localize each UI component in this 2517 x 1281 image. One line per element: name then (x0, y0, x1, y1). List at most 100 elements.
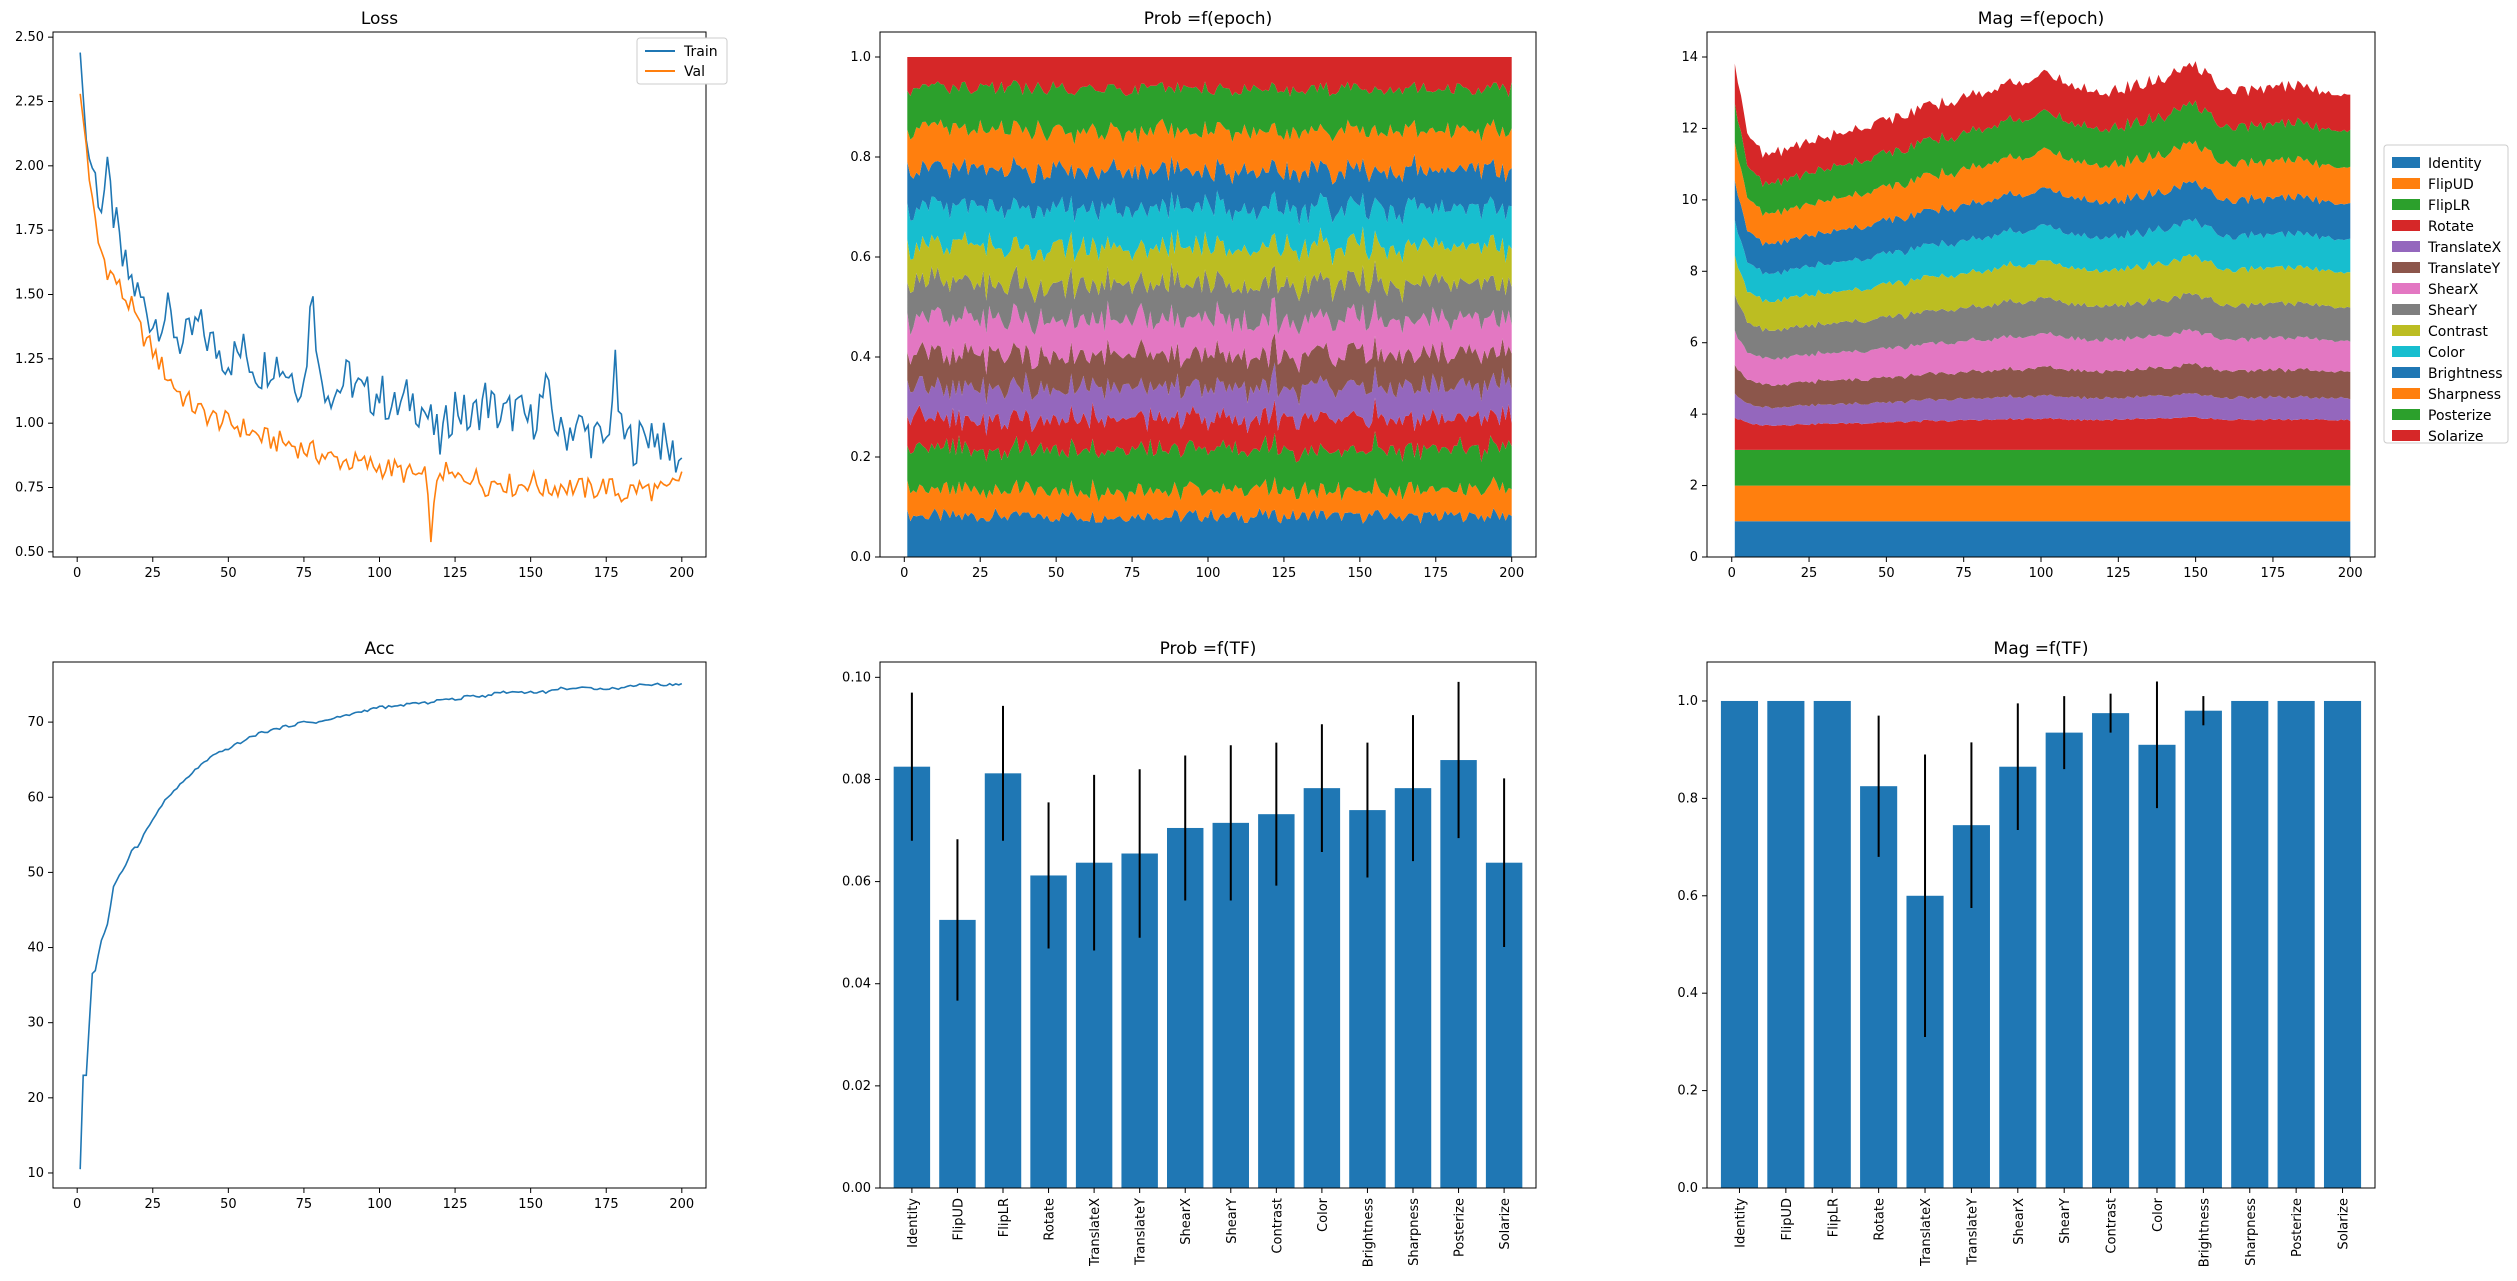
x-tick-label: 150 (2183, 566, 2208, 581)
area-layer-flipud (907, 476, 1512, 524)
x-tick-label: Color (2151, 1197, 2166, 1232)
x-tick-label: TranslateX (1088, 1198, 1103, 1267)
area-layer-sheary (907, 260, 1512, 336)
chart-5: Mag =f(TF) Identity FlipUD FlipLR Rotate Tran… (1677, 639, 2376, 1267)
area-layer-brightness (907, 153, 1512, 225)
transform-legend: Identity FlipUD FlipLR Rotate TranslateX Tran… (2383, 144, 2509, 445)
legend-swatch (2392, 283, 2420, 294)
x-tick-label: 75 (1955, 566, 1972, 581)
x-tick-label: 150 (518, 1197, 543, 1212)
y-tick-label: 8 (1690, 264, 1698, 279)
chart-title: Prob =f(epoch) (1144, 9, 1272, 29)
legend-swatch (2392, 325, 2420, 336)
area-layer-identity (907, 508, 1512, 557)
legend-swatch (2392, 241, 2420, 252)
x-tick-label: Solarize (2337, 1198, 2352, 1250)
x-tick-label: ShearY (1225, 1198, 1240, 1244)
area-layer-translatex (907, 362, 1512, 436)
x-tick-label: 100 (367, 566, 392, 581)
legend-label-translatey: TranslateY (2427, 261, 2501, 277)
y-tick-label: 0.75 (15, 481, 44, 496)
area-layer-shearx (907, 297, 1512, 375)
x-tick-label: 25 (144, 1197, 161, 1212)
x-tick-label: Sharpness (2244, 1198, 2259, 1266)
x-tick-label: 175 (2261, 566, 2286, 581)
chart-2: Mag =f(epoch) 0 2 4 6 8 10 12 14 0 25 50 75 100 125 150… (1681, 9, 2376, 581)
legend-label-flipud: FlipUD (2428, 177, 2474, 193)
y-tick-label: 0.8 (1677, 791, 1698, 806)
y-tick-label: 0.0 (850, 550, 871, 565)
x-tick-label: Rotate (1873, 1198, 1888, 1241)
x-tick-label: TranslateY (1134, 1198, 1149, 1266)
x-tick-label: FlipLR (997, 1198, 1012, 1237)
bar-color (2138, 744, 2176, 1188)
area-layer-identity (1734, 521, 2351, 557)
x-tick-label: 150 (1347, 566, 1372, 581)
x-tick-label: 25 (144, 566, 161, 581)
x-tick-label: 200 (2338, 566, 2363, 581)
plot-frame (1706, 661, 2376, 1189)
x-tick-label: TranslateX (1919, 1198, 1934, 1267)
y-tick-label: 14 (1681, 50, 1698, 65)
y-tick-label: 0.2 (1677, 1084, 1698, 1099)
x-tick-label: 50 (1048, 566, 1065, 581)
series-line-val (79, 93, 683, 543)
plot-frame (879, 661, 1537, 1189)
x-tick-label: 100 (367, 1197, 392, 1212)
legend-swatch (2392, 346, 2420, 357)
area-layer-posterize (1734, 100, 2351, 217)
x-tick-label: TranslateY (1965, 1198, 1980, 1266)
chart-title: Loss (361, 9, 398, 29)
y-tick-label: 1.75 (15, 223, 44, 238)
bar-color (1303, 788, 1341, 1188)
y-tick-label: 1.00 (15, 416, 44, 431)
x-tick-label: 150 (518, 566, 543, 581)
area-layer-translatex (1734, 393, 2351, 426)
y-tick-label: 0.8 (850, 150, 871, 165)
x-tick-label: FlipUD (1780, 1198, 1795, 1240)
y-tick-label: 0.6 (1677, 889, 1698, 904)
y-tick-label: 20 (27, 1091, 44, 1106)
x-tick-label: Identity (906, 1198, 921, 1248)
y-tick-label: 2.25 (15, 94, 44, 109)
chart-title: Mag =f(TF) (1994, 639, 2089, 659)
area-layer-translatey (907, 333, 1512, 405)
x-tick-label: 125 (2106, 566, 2131, 581)
y-tick-label: 2.00 (15, 159, 44, 174)
y-tick-label: 0.04 (842, 977, 871, 992)
x-tick-label: 125 (1272, 566, 1297, 581)
y-tick-label: 1.50 (15, 288, 44, 303)
area-layer-sheary (1734, 292, 2351, 360)
y-tick-label: 0.0 (1677, 1181, 1698, 1196)
series-line-train (79, 52, 683, 473)
x-tick-label: 50 (1878, 566, 1895, 581)
x-tick-label: 0 (1728, 566, 1736, 581)
area-layer-brightness (1734, 180, 2351, 276)
x-tick-label: Rotate (1043, 1198, 1058, 1241)
legend-label-solarize: Solarize (2428, 429, 2484, 445)
x-tick-label: 75 (1124, 566, 1141, 581)
x-tick-label: 200 (1499, 566, 1524, 581)
legend-swatch (2392, 304, 2420, 315)
x-tick-label: 125 (443, 566, 468, 581)
area-layer-posterize (907, 80, 1512, 145)
chart-1: Prob =f(epoch) 0.0 0.2 0.4 0.6 0.8 1.0 0 25 50 75 1… (850, 9, 1537, 581)
y-tick-label: 0.2 (850, 450, 871, 465)
legend-label-sharpness: Sharpness (2428, 387, 2501, 403)
x-tick-label: 175 (594, 1197, 619, 1212)
chart-title: Acc (364, 639, 394, 659)
bar-flipud (1767, 700, 1805, 1188)
x-tick-label: 75 (296, 566, 313, 581)
bar-posterize (2277, 700, 2315, 1188)
legend-label-translatex: TranslateX (2427, 240, 2502, 256)
legend-label-sheary: ShearY (2428, 303, 2478, 319)
legend-label-posterize: Posterize (2428, 408, 2492, 424)
x-tick-label: ShearX (2012, 1198, 2027, 1245)
x-tick-label: Identity (1733, 1198, 1748, 1248)
x-tick-label: FlipLR (1826, 1198, 1841, 1237)
x-tick-label: 75 (296, 1197, 313, 1212)
x-tick-label: 200 (669, 1197, 694, 1212)
y-tick-label: 50 (27, 865, 44, 880)
area-layer-color (907, 190, 1512, 266)
area-layer-sharpness (907, 118, 1512, 185)
